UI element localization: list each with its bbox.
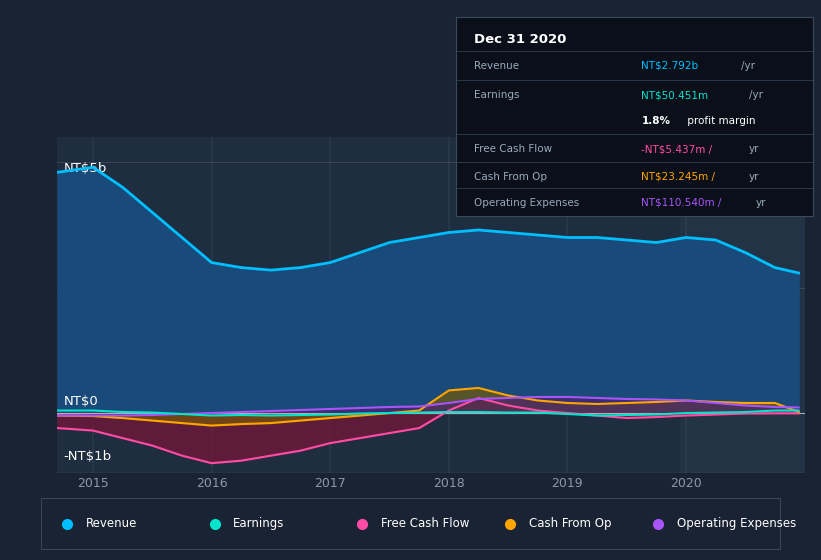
Text: Free Cash Flow: Free Cash Flow (474, 144, 552, 154)
Text: yr: yr (749, 172, 759, 182)
Text: /yr: /yr (741, 60, 755, 71)
Text: 2015: 2015 (77, 477, 109, 489)
Text: NT$0: NT$0 (63, 395, 99, 408)
Text: 2020: 2020 (670, 477, 702, 489)
Text: 2018: 2018 (433, 477, 465, 489)
Text: 1.8%: 1.8% (641, 116, 671, 126)
Bar (680, 137, 805, 473)
Text: NT$50.451m: NT$50.451m (641, 90, 712, 100)
Text: Dec 31 2020: Dec 31 2020 (474, 32, 566, 46)
Text: Revenue: Revenue (85, 517, 137, 530)
Text: 2019: 2019 (552, 477, 583, 489)
Text: NT$5b: NT$5b (63, 162, 107, 175)
Text: -NT$5.437m /: -NT$5.437m / (641, 144, 713, 154)
Text: 2016: 2016 (196, 477, 227, 489)
Text: NT$110.540m /: NT$110.540m / (641, 198, 722, 208)
Text: Earnings: Earnings (474, 90, 519, 100)
Text: Free Cash Flow: Free Cash Flow (381, 517, 470, 530)
Text: yr: yr (755, 198, 766, 208)
Text: yr: yr (749, 144, 759, 154)
Text: Earnings: Earnings (233, 517, 285, 530)
Text: 2017: 2017 (314, 477, 346, 489)
Text: Operating Expenses: Operating Expenses (677, 517, 796, 530)
Text: NT$23.245m /: NT$23.245m / (641, 172, 715, 182)
Text: Cash From Op: Cash From Op (474, 172, 547, 182)
Text: NT$2.792b: NT$2.792b (641, 60, 702, 71)
Text: Revenue: Revenue (474, 60, 519, 71)
Text: -NT$1b: -NT$1b (63, 450, 112, 463)
Text: Operating Expenses: Operating Expenses (474, 198, 579, 208)
Text: /yr: /yr (749, 90, 763, 100)
Text: profit margin: profit margin (684, 116, 755, 126)
Text: Cash From Op: Cash From Op (529, 517, 611, 530)
